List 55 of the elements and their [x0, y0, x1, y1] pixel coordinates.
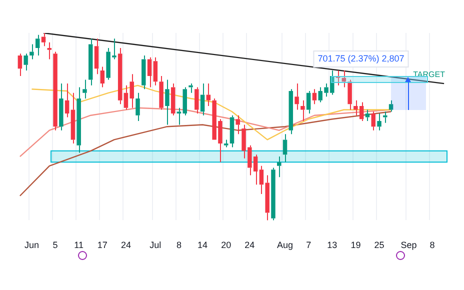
x-tick-label: 11 [74, 240, 84, 250]
candlestick [236, 114, 240, 135]
candlestick [41, 32, 46, 47]
x-tick-label: Jun [24, 240, 39, 250]
candlestick [30, 44, 34, 60]
candlestick [206, 83, 211, 107]
x-tick-label: Aug [277, 240, 294, 250]
candlestick [136, 92, 140, 122]
x-tick-label: 7 [306, 240, 312, 250]
candlestick [88, 38, 93, 86]
candlestick [377, 112, 382, 131]
x-tick-label: 8 [176, 240, 182, 250]
candlestick [94, 38, 99, 75]
candlestick [312, 88, 317, 105]
candlestick [118, 47, 122, 105]
candlestick [288, 88, 294, 135]
x-tick-label: 19 [350, 240, 361, 250]
x-tick-label: 24 [120, 240, 131, 250]
x-tick-label: 20 [221, 240, 232, 250]
x-tick-label: 8 [430, 240, 435, 250]
annotation: 701.75 (2.37%) 2,807 [318, 53, 404, 64]
candlestick [70, 92, 76, 144]
x-tick-label: 24 [244, 240, 255, 250]
x-tick-label: Jul [150, 240, 162, 250]
candlestick [24, 53, 28, 71]
candlestick [165, 79, 170, 126]
candlestick [47, 42, 52, 60]
candlestick [64, 83, 70, 118]
candlestick [176, 107, 182, 126]
candlestick [35, 34, 40, 56]
x-tick-label: Sep [400, 240, 417, 250]
candlestick [59, 83, 64, 131]
candlestick [142, 54, 146, 90]
candlestick [300, 100, 305, 122]
candlestick [170, 83, 176, 116]
candlestick [282, 134, 288, 163]
candlestick [188, 83, 193, 94]
candlestick [159, 76, 164, 110]
x-tick-label: 13 [327, 240, 338, 250]
candlestick [200, 83, 205, 116]
candlestick [306, 90, 311, 114]
x-tick-label: 5 [52, 240, 58, 250]
x-tick-label: 14 [198, 240, 208, 250]
candlestick [277, 156, 282, 178]
candlestick [53, 51, 58, 131]
x-tick-label: 25 [374, 240, 384, 250]
candlestick [153, 56, 158, 86]
candlestick [371, 111, 376, 131]
candlestick [336, 70, 340, 86]
candlestick [294, 83, 299, 110]
candlestick [82, 79, 87, 100]
candlestick [100, 66, 105, 88]
x-tick-label: 17 [97, 240, 108, 250]
candlestick [76, 86, 81, 154]
candlestick [18, 53, 22, 77]
